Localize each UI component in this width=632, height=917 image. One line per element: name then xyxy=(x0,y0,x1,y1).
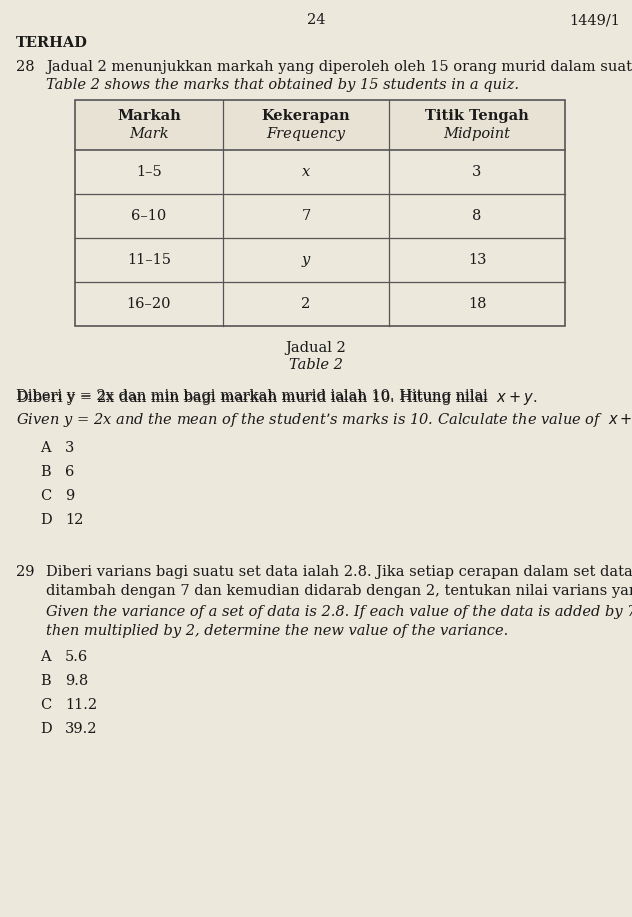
Text: Markah: Markah xyxy=(117,109,181,123)
Text: Jadual 2 menunjukkan markah yang diperoleh oleh 15 orang murid dalam suatu kuiz.: Jadual 2 menunjukkan markah yang diperol… xyxy=(46,60,632,74)
Bar xyxy=(75,100,565,150)
Text: 29: 29 xyxy=(16,565,35,579)
Text: 6: 6 xyxy=(65,465,75,479)
Text: Frequency: Frequency xyxy=(267,127,346,141)
Text: Titik Tengah: Titik Tengah xyxy=(425,109,529,123)
Text: Jadual 2: Jadual 2 xyxy=(286,341,346,355)
Bar xyxy=(75,100,565,326)
Text: Table 2 shows the marks that obtained by 15 students in a quiz.: Table 2 shows the marks that obtained by… xyxy=(46,78,519,92)
Text: Kekerapan: Kekerapan xyxy=(262,109,350,123)
Text: TERHAD: TERHAD xyxy=(16,36,88,50)
Text: 1449/1: 1449/1 xyxy=(569,13,620,27)
Text: 12: 12 xyxy=(65,513,83,527)
Text: 2: 2 xyxy=(301,297,310,311)
Text: B: B xyxy=(40,465,51,479)
Text: A: A xyxy=(40,650,51,664)
Text: Diberi varians bagi suatu set data ialah 2.8. Jika setiap cerapan dalam set data: Diberi varians bagi suatu set data ialah… xyxy=(46,565,632,579)
Text: B: B xyxy=(40,674,51,688)
Text: 18: 18 xyxy=(468,297,486,311)
Text: 16–20: 16–20 xyxy=(127,297,171,311)
Text: Midpoint: Midpoint xyxy=(444,127,511,141)
Text: Table 2: Table 2 xyxy=(289,358,343,372)
Text: 8: 8 xyxy=(472,209,482,223)
Text: Mark: Mark xyxy=(129,127,169,141)
Text: D: D xyxy=(40,513,52,527)
Text: 1–5: 1–5 xyxy=(136,165,162,179)
Text: 9: 9 xyxy=(65,489,74,503)
Text: 13: 13 xyxy=(468,253,486,267)
Text: 39.2: 39.2 xyxy=(65,722,97,736)
Text: 11.2: 11.2 xyxy=(65,698,97,712)
Text: 11–15: 11–15 xyxy=(127,253,171,267)
Text: 7: 7 xyxy=(301,209,310,223)
Text: y: y xyxy=(302,253,310,267)
Text: Given y = 2x and the mean of the student’s marks is 10. Calculate the value of  : Given y = 2x and the mean of the student… xyxy=(16,411,632,429)
Text: D: D xyxy=(40,722,52,736)
Text: 28: 28 xyxy=(16,60,35,74)
Text: 24: 24 xyxy=(307,13,325,27)
Text: Diberi y = 2x dan min bagi markah murid ialah 10. Hitung nilai  $x + y$.: Diberi y = 2x dan min bagi markah murid … xyxy=(16,389,537,407)
Text: 5.6: 5.6 xyxy=(65,650,88,664)
Text: Given the variance of a set of data is 2.8. If each value of the data is added b: Given the variance of a set of data is 2… xyxy=(46,605,632,619)
Text: C: C xyxy=(40,489,51,503)
Text: A: A xyxy=(40,441,51,455)
Text: then multiplied by 2, determine the new value of the variance.: then multiplied by 2, determine the new … xyxy=(46,624,508,638)
Text: ditambah dengan 7 dan kemudian didarab dengan 2, tentukan nilai varians yang bah: ditambah dengan 7 dan kemudian didarab d… xyxy=(46,584,632,598)
Text: x: x xyxy=(302,165,310,179)
Text: 6–10: 6–10 xyxy=(131,209,167,223)
Text: C: C xyxy=(40,698,51,712)
Text: Diberi y = 2x dan min bagi markah murid ialah 10. Hitung nilai: Diberi y = 2x dan min bagi markah murid … xyxy=(16,389,497,403)
Text: 9.8: 9.8 xyxy=(65,674,88,688)
Text: 3: 3 xyxy=(65,441,75,455)
Text: 3: 3 xyxy=(472,165,482,179)
